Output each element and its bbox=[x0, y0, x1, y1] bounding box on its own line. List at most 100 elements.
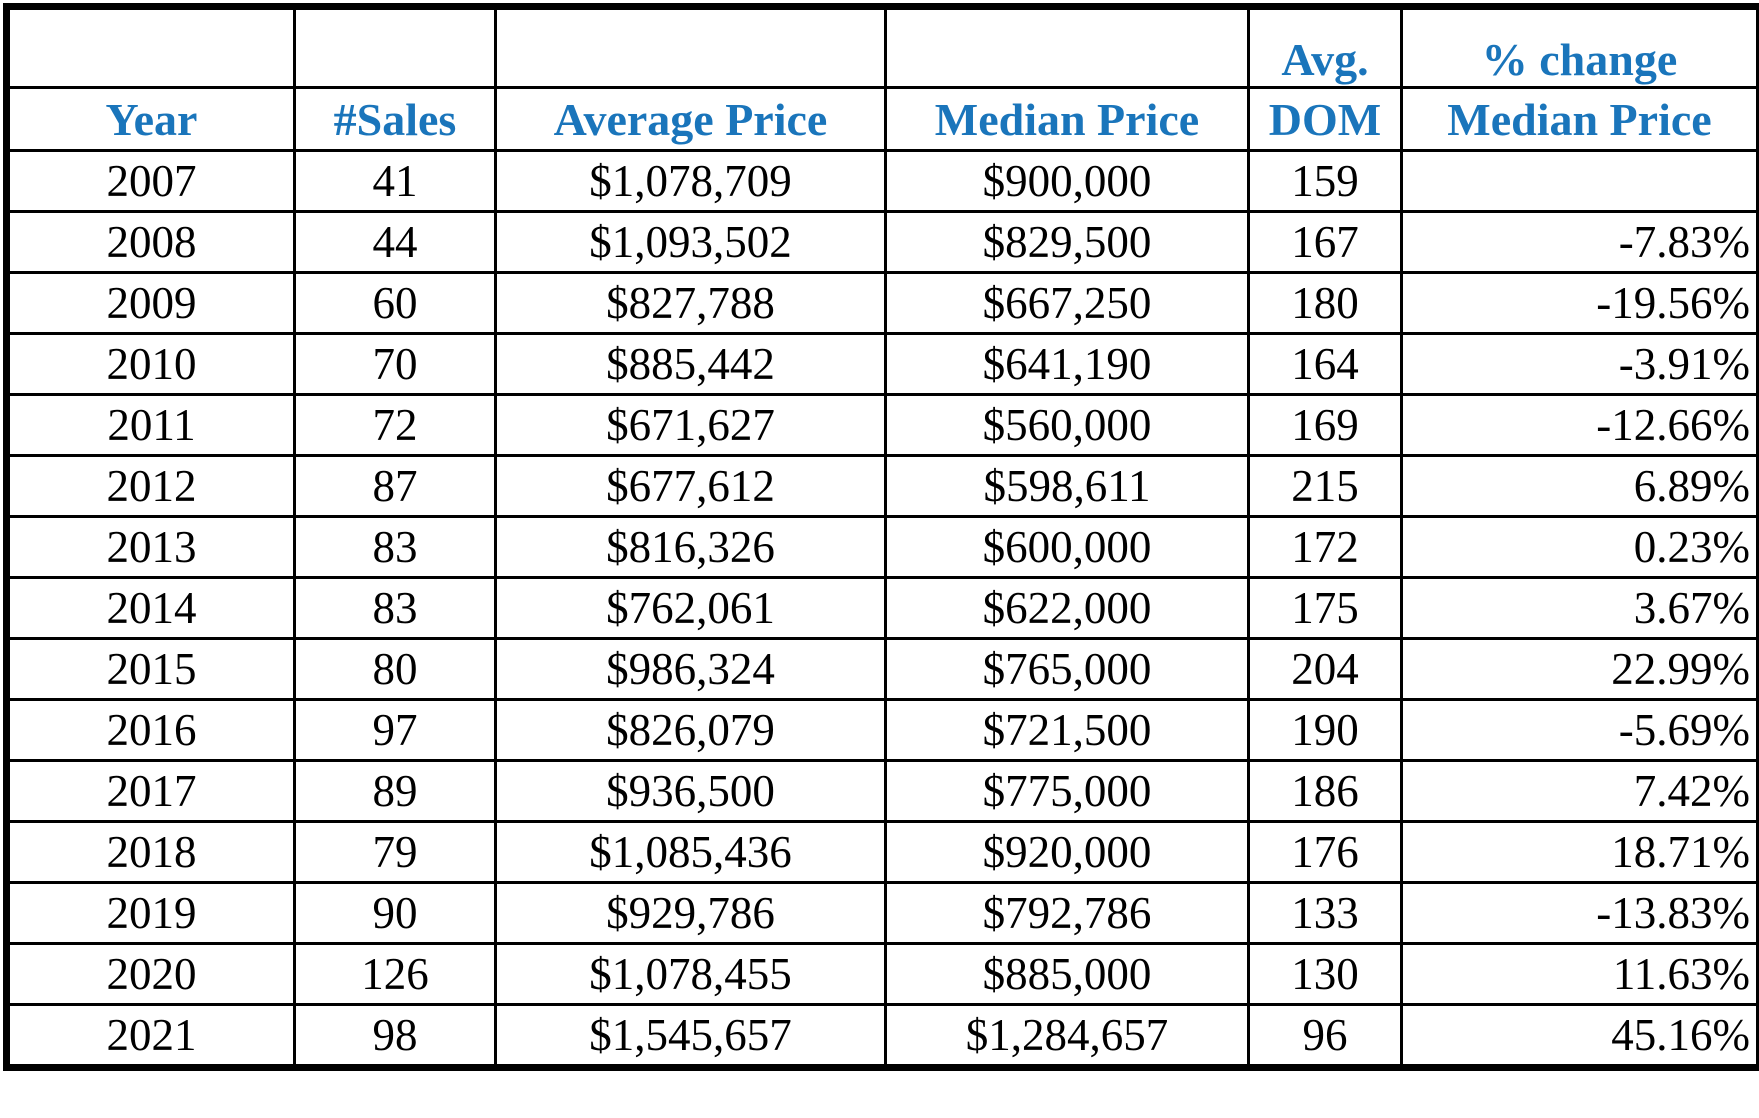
header-cell: Median Price bbox=[1400, 86, 1759, 152]
cell: -12.66% bbox=[1400, 393, 1759, 457]
cell: $885,442 bbox=[494, 332, 887, 396]
header-cell-top bbox=[884, 5, 1250, 89]
cell: $765,000 bbox=[884, 637, 1250, 701]
cell: 2007 bbox=[5, 149, 296, 213]
cell: $826,079 bbox=[494, 698, 887, 762]
data-row: 2015 80 $986,324 $765,000 204 22.99% bbox=[5, 637, 1759, 701]
cell: -13.83% bbox=[1400, 881, 1759, 945]
header-row: Year #Sales Average Price Median Price DOM Me… bbox=[5, 86, 1759, 152]
cell: 83 bbox=[293, 576, 497, 640]
cell: $936,500 bbox=[494, 759, 887, 823]
cell bbox=[1400, 149, 1759, 213]
data-row: 2016 97 $826,079 $721,500 190 -5.69% bbox=[5, 698, 1759, 762]
cell: $677,612 bbox=[494, 454, 887, 518]
cell: 96 bbox=[1247, 1003, 1403, 1069]
cell: 133 bbox=[1247, 881, 1403, 945]
cell: $1,545,657 bbox=[494, 1003, 887, 1069]
cell: 0.23% bbox=[1400, 515, 1759, 579]
cell: 87 bbox=[293, 454, 497, 518]
cell: 2018 bbox=[5, 820, 296, 884]
cell: 2012 bbox=[5, 454, 296, 518]
cell: 2010 bbox=[5, 332, 296, 396]
cell: 7.42% bbox=[1400, 759, 1759, 823]
cell: $1,093,502 bbox=[494, 210, 887, 274]
cell: 89 bbox=[293, 759, 497, 823]
data-row: 2013 83 $816,326 $600,000 172 0.23% bbox=[5, 515, 1759, 579]
header-cell-top: % change bbox=[1400, 5, 1759, 89]
cell: $829,500 bbox=[884, 210, 1250, 274]
header-cell: #Sales bbox=[293, 86, 497, 152]
data-row: 2014 83 $762,061 $622,000 175 3.67% bbox=[5, 576, 1759, 640]
cell: 45.16% bbox=[1400, 1003, 1759, 1069]
cell: 180 bbox=[1247, 271, 1403, 335]
cell: $641,190 bbox=[884, 332, 1250, 396]
cell: $792,786 bbox=[884, 881, 1250, 945]
cell: 176 bbox=[1247, 820, 1403, 884]
cell: 79 bbox=[293, 820, 497, 884]
cell: 204 bbox=[1247, 637, 1403, 701]
cell: 2020 bbox=[5, 942, 296, 1006]
cell: -3.91% bbox=[1400, 332, 1759, 396]
cell: $560,000 bbox=[884, 393, 1250, 457]
cell: 2019 bbox=[5, 881, 296, 945]
cell: 126 bbox=[293, 942, 497, 1006]
cell: $721,500 bbox=[884, 698, 1250, 762]
cell: 97 bbox=[293, 698, 497, 762]
cell: 130 bbox=[1247, 942, 1403, 1006]
cell: 2011 bbox=[5, 393, 296, 457]
cell: 2014 bbox=[5, 576, 296, 640]
header-cell-top bbox=[5, 5, 296, 89]
cell: 80 bbox=[293, 637, 497, 701]
data-row: 2008 44 $1,093,502 $829,500 167 -7.83% bbox=[5, 210, 1759, 274]
header-cell-top bbox=[494, 5, 887, 89]
cell: 172 bbox=[1247, 515, 1403, 579]
cell: $816,326 bbox=[494, 515, 887, 579]
header-cell-top bbox=[293, 5, 497, 89]
cell: $622,000 bbox=[884, 576, 1250, 640]
data-row: 2020 126 $1,078,455 $885,000 130 11.63% bbox=[5, 942, 1759, 1006]
cell: 2015 bbox=[5, 637, 296, 701]
cell: 2013 bbox=[5, 515, 296, 579]
cell: $775,000 bbox=[884, 759, 1250, 823]
cell: $671,627 bbox=[494, 393, 887, 457]
cell: $929,786 bbox=[494, 881, 887, 945]
cell: $1,078,455 bbox=[494, 942, 887, 1006]
cell: 22.99% bbox=[1400, 637, 1759, 701]
cell: -19.56% bbox=[1400, 271, 1759, 335]
cell: 2016 bbox=[5, 698, 296, 762]
cell: 83 bbox=[293, 515, 497, 579]
cell: $885,000 bbox=[884, 942, 1250, 1006]
cell: 169 bbox=[1247, 393, 1403, 457]
header-cell: Year bbox=[5, 86, 296, 152]
cell: 98 bbox=[293, 1003, 497, 1069]
cell: 190 bbox=[1247, 698, 1403, 762]
cell: $1,284,657 bbox=[884, 1003, 1250, 1069]
cell: -5.69% bbox=[1400, 698, 1759, 762]
data-row: 2007 41 $1,078,709 $900,000 159 bbox=[5, 149, 1759, 213]
data-row: 2009 60 $827,788 $667,250 180 -19.56% bbox=[5, 271, 1759, 335]
cell: $1,085,436 bbox=[494, 820, 887, 884]
cell: $827,788 bbox=[494, 271, 887, 335]
cell: -7.83% bbox=[1400, 210, 1759, 274]
cell: 72 bbox=[293, 393, 497, 457]
cell: 164 bbox=[1247, 332, 1403, 396]
cell: 44 bbox=[293, 210, 497, 274]
cell: $667,250 bbox=[884, 271, 1250, 335]
cell: 60 bbox=[293, 271, 497, 335]
cell: 70 bbox=[293, 332, 497, 396]
header-row-top: Avg.% change bbox=[5, 5, 1759, 89]
cell: 3.67% bbox=[1400, 576, 1759, 640]
cell: 175 bbox=[1247, 576, 1403, 640]
cell: $920,000 bbox=[884, 820, 1250, 884]
cell: 6.89% bbox=[1400, 454, 1759, 518]
cell: 2017 bbox=[5, 759, 296, 823]
cell: 2009 bbox=[5, 271, 296, 335]
cell: 90 bbox=[293, 881, 497, 945]
cell: 2008 bbox=[5, 210, 296, 274]
cell: 41 bbox=[293, 149, 497, 213]
header-cell: Median Price bbox=[884, 86, 1250, 152]
data-row: 2019 90 $929,786 $792,786 133 -13.83% bbox=[5, 881, 1759, 945]
cell: $986,324 bbox=[494, 637, 887, 701]
cell: $1,078,709 bbox=[494, 149, 887, 213]
